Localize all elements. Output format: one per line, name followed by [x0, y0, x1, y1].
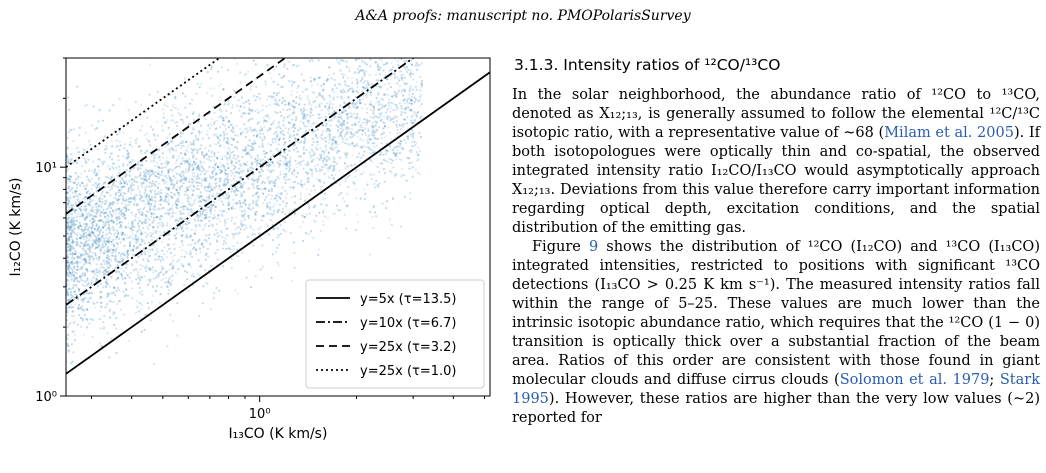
citation-link[interactable]: 9 — [588, 239, 599, 255]
legend-label: y=25x (τ=3.2) — [360, 340, 457, 355]
reference-lines — [66, 58, 490, 375]
reference-line-2 — [66, 58, 415, 306]
axis-ticks: 10⁰ 10⁰ 10¹ — [35, 57, 486, 422]
data-point-cloud — [66, 58, 424, 365]
y-axis-label: I₁₂CO (K km/s) — [8, 178, 24, 277]
plot-frame — [65, 57, 491, 397]
legend-box — [305, 279, 485, 389]
paragraph-text: shows the distribution of ¹²CO (I₁₂CO) a… — [512, 239, 1040, 388]
reference-line-1 — [66, 71, 490, 375]
citation-link[interactable]: Solomon et al. 1979 — [839, 372, 990, 388]
paragraph-2: Figure 9 shows the distribution of ¹²CO … — [512, 238, 1040, 428]
article-column: 3.1.3. Intensity ratios of ¹²CO/¹³CO In … — [512, 56, 1040, 428]
reference-line-4 — [66, 58, 222, 168]
x-tick-label: 10⁰ — [249, 407, 271, 422]
paragraph-text: In the solar neighborhood, the abundance… — [512, 87, 1040, 141]
citation-link[interactable]: Milam et al. 2005 — [884, 125, 1014, 141]
legend-label: y=10x (τ=6.7) — [360, 316, 457, 331]
section-title: 3.1.3. Intensity ratios of ¹²CO/¹³CO — [514, 56, 781, 74]
reference-line-3 — [66, 58, 287, 215]
legend: y=5x (τ=13.5) y=10x (τ=6.7) y=25x (τ=3.2) y… — [305, 279, 485, 389]
x-axis-label: I₁₃CO (K km/s) — [229, 426, 328, 442]
paragraph-text: ). However, these ratios are higher than… — [512, 391, 1040, 426]
legend-label: y=5x (τ=13.5) — [360, 292, 457, 307]
paragraph-text: ; — [989, 372, 1000, 388]
paragraph-1: In the solar neighborhood, the abundance… — [512, 86, 1040, 238]
legend-label: y=25x (τ=1.0) — [360, 364, 457, 379]
paragraph-text: ). If both isotopologues were optically … — [512, 125, 1041, 236]
running-header: A&A proofs: manuscript no. PMOPolarisSur… — [355, 8, 691, 24]
citation-link[interactable]: Stark 1995 — [512, 372, 1040, 407]
paragraph-text: Figure — [532, 239, 589, 255]
y-tick-label: 10⁰ — [35, 390, 57, 405]
y-tick-label: 10¹ — [35, 161, 57, 176]
